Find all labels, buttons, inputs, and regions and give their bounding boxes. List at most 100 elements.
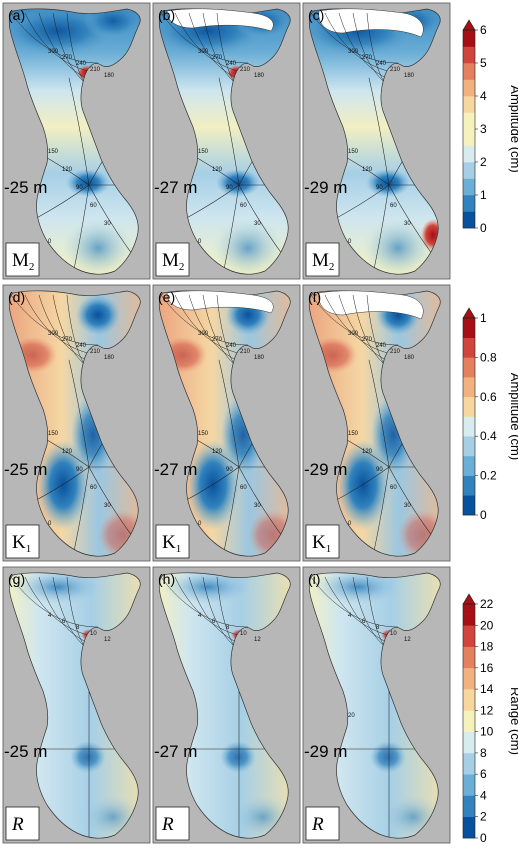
colorbar-tick-label: 2	[480, 155, 487, 169]
contour-label: 30	[104, 503, 111, 509]
constituent-label: M2	[12, 250, 34, 273]
contour-label: 300	[48, 331, 59, 337]
constituent-subscript: 1	[176, 543, 182, 555]
contour-label: 10	[390, 631, 397, 637]
constituent-label: R	[161, 814, 174, 835]
constituent-subscript: 1	[26, 543, 32, 555]
contour-label: 8	[76, 625, 80, 631]
colorbar-segment	[463, 827, 475, 839]
contour-label: 150	[348, 431, 359, 437]
contour-label: 60	[390, 203, 397, 209]
contour-label: 270	[62, 55, 73, 61]
constituent-box	[5, 524, 40, 559]
colorbar-segment	[463, 752, 475, 764]
colorbar-segment	[463, 112, 475, 130]
colorbar-segment	[463, 646, 475, 658]
contour-label: 30	[404, 503, 411, 509]
depth-label: -27 m	[154, 178, 197, 197]
depth-label: -29 m	[304, 742, 347, 761]
contour-label: 0	[48, 239, 52, 245]
colorbar-tick-label: 0.8	[480, 350, 497, 364]
coastline	[8, 8, 141, 275]
colorbar-tick-label: 5	[480, 56, 487, 70]
constituent-box	[155, 524, 190, 559]
contour-label: 90	[226, 467, 233, 473]
colorbar-tick-label: 18	[480, 640, 494, 654]
contour-label: 210	[90, 67, 101, 73]
contour-label: 6	[362, 619, 366, 625]
colorbar-overflow-arrow	[462, 307, 476, 319]
colorbar-segment	[463, 604, 475, 615]
constituent-box	[5, 242, 40, 277]
contour-label: 270	[62, 337, 73, 343]
contour-label: 60	[240, 203, 247, 209]
contour-label: 300	[348, 331, 359, 337]
constituent-symbol: R	[311, 814, 324, 835]
constituent-label: K1	[162, 532, 181, 555]
colorbar-tick-label: 0	[480, 221, 487, 235]
contour-label: 240	[226, 343, 237, 349]
contour-label: 180	[254, 73, 265, 79]
colorbar-tick-label: 2	[480, 810, 487, 824]
contour-label: 150	[198, 149, 209, 155]
colorbar-segment	[463, 30, 475, 47]
contour-label: 120	[212, 449, 223, 455]
contour-label: 0	[348, 521, 352, 527]
colorbar-frame	[462, 603, 476, 839]
colorbar-segment	[463, 46, 475, 64]
depth-label: -29 m	[304, 460, 347, 479]
colorbar-tick-label: 12	[480, 703, 494, 717]
colorbar-segment	[463, 657, 475, 669]
colorbar-segment	[463, 816, 475, 828]
coastline	[158, 8, 291, 275]
depth-label: -25 m	[4, 742, 47, 761]
constituent-symbol: K	[12, 532, 26, 553]
contour-label: 270	[212, 55, 223, 61]
colorbar-segment	[463, 211, 475, 229]
contour-label: 240	[76, 343, 87, 349]
contour-label: 300	[198, 49, 209, 55]
colorbar-segment	[463, 763, 475, 775]
constituent-symbol: K	[162, 532, 176, 553]
depth-label: -25 m	[4, 178, 47, 197]
constituent-subscript: 2	[179, 261, 185, 273]
colorbar-frame	[462, 317, 476, 516]
colorbar-segment	[463, 129, 475, 146]
colorbar-segment	[463, 678, 475, 690]
contour-label: 150	[48, 431, 59, 437]
exposed-shelf-land	[166, 290, 274, 314]
panel-label: (i)	[308, 571, 320, 587]
contour-label: 30	[404, 221, 411, 227]
panel-label: (f)	[308, 289, 321, 305]
coastline	[8, 572, 141, 839]
constituent-subscript: 2	[29, 261, 35, 273]
contour-label: 90	[76, 185, 83, 191]
colorbar-segment	[463, 625, 475, 637]
colorbar-segment	[463, 689, 475, 701]
colorbar-tick-label: 3	[480, 122, 487, 136]
contour-label: 270	[362, 337, 373, 343]
contour-label: 120	[362, 167, 373, 173]
panel-label: (c)	[308, 7, 324, 23]
colorbar-segment	[463, 635, 475, 647]
contour-label: 210	[390, 67, 401, 73]
colorbar-segment	[463, 357, 475, 378]
colorbar-2: 0 0.2 0.4 0.6 0.8 1 Amplitude (cm)	[462, 307, 518, 522]
contour-label: 10	[90, 631, 97, 637]
colorbar-segment	[463, 731, 475, 743]
colorbar-tick-label: 0.4	[480, 429, 497, 443]
colorbar-title: Range (cm)	[508, 687, 518, 755]
contour-label: 10	[240, 631, 247, 637]
colorbar-segment	[463, 495, 475, 516]
contour-label: 270	[212, 337, 223, 343]
contour-label: 60	[390, 485, 397, 491]
colorbar-segment	[463, 178, 475, 196]
contour-label: 300	[198, 331, 209, 337]
contour-label: 4	[48, 613, 52, 619]
contour-label: 60	[240, 485, 247, 491]
